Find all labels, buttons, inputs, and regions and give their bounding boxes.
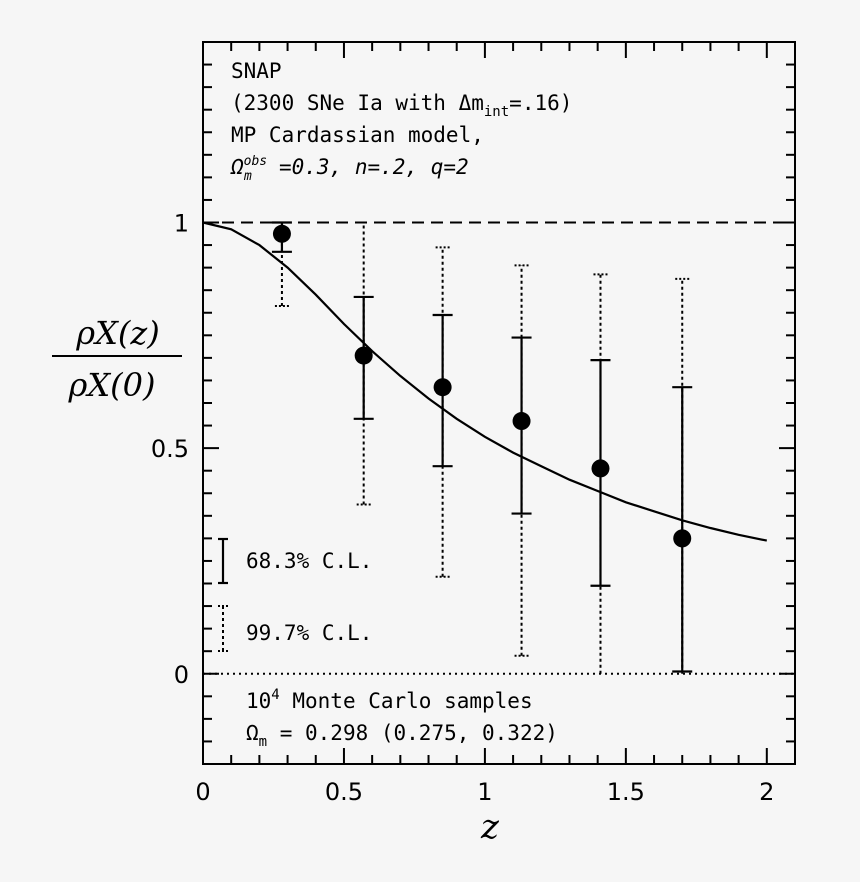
- data-points: [272, 224, 692, 548]
- data-point: [591, 459, 610, 478]
- data-point: [354, 346, 373, 365]
- data-point: [512, 412, 531, 431]
- annotation-omega-m: Ωm = 0.298 (0.275, 0.322): [246, 721, 558, 750]
- error-bars: [271, 221, 693, 674]
- x-tick-label: 0.5: [325, 778, 363, 806]
- plot-frame: [202, 41, 796, 765]
- data-point: [433, 378, 452, 397]
- model-curve-layer: [202, 221, 768, 542]
- axis-ticks: [202, 41, 795, 765]
- data-point: [272, 224, 291, 243]
- annotation-params: Ωobs m =0.3, n=.2, q=2: [230, 154, 469, 184]
- axis-tick-labels: 0 0.5 1 1.5 2 0 0.5 1: [151, 210, 775, 807]
- data-point: [673, 529, 692, 548]
- x-tick-label: 1: [477, 778, 492, 806]
- x-tick-label: 2: [759, 778, 774, 806]
- legend-label-68: 68.3% C.L.: [246, 549, 372, 573]
- x-tick-label: 0: [195, 778, 210, 806]
- y-axis-label-numerator: ρX(z): [75, 314, 159, 352]
- model-curve: [202, 221, 768, 542]
- x-axis-label: z: [480, 807, 500, 847]
- annotation-mc-samples: 104 Monte Carlo samples: [246, 687, 533, 713]
- legend-solid-errorbar: [218, 537, 228, 585]
- legend-dotted-errorbar: [218, 605, 228, 652]
- y-tick-label: 0: [174, 661, 189, 689]
- annotation-sample: (2300 SNe Ia with Δmint=.16): [231, 91, 572, 120]
- x-tick-label: 1.5: [607, 778, 645, 806]
- legend-label-997: 99.7% C.L.: [246, 621, 372, 645]
- y-tick-label: 0.5: [151, 435, 189, 463]
- reference-lines: [203, 221, 795, 675]
- y-axis-label-denominator: ρX(0): [68, 366, 156, 404]
- annotation-survey: SNAP: [231, 59, 282, 83]
- annotation-model: MP Cardassian model,: [231, 123, 484, 147]
- y-tick-label: 1: [174, 210, 189, 238]
